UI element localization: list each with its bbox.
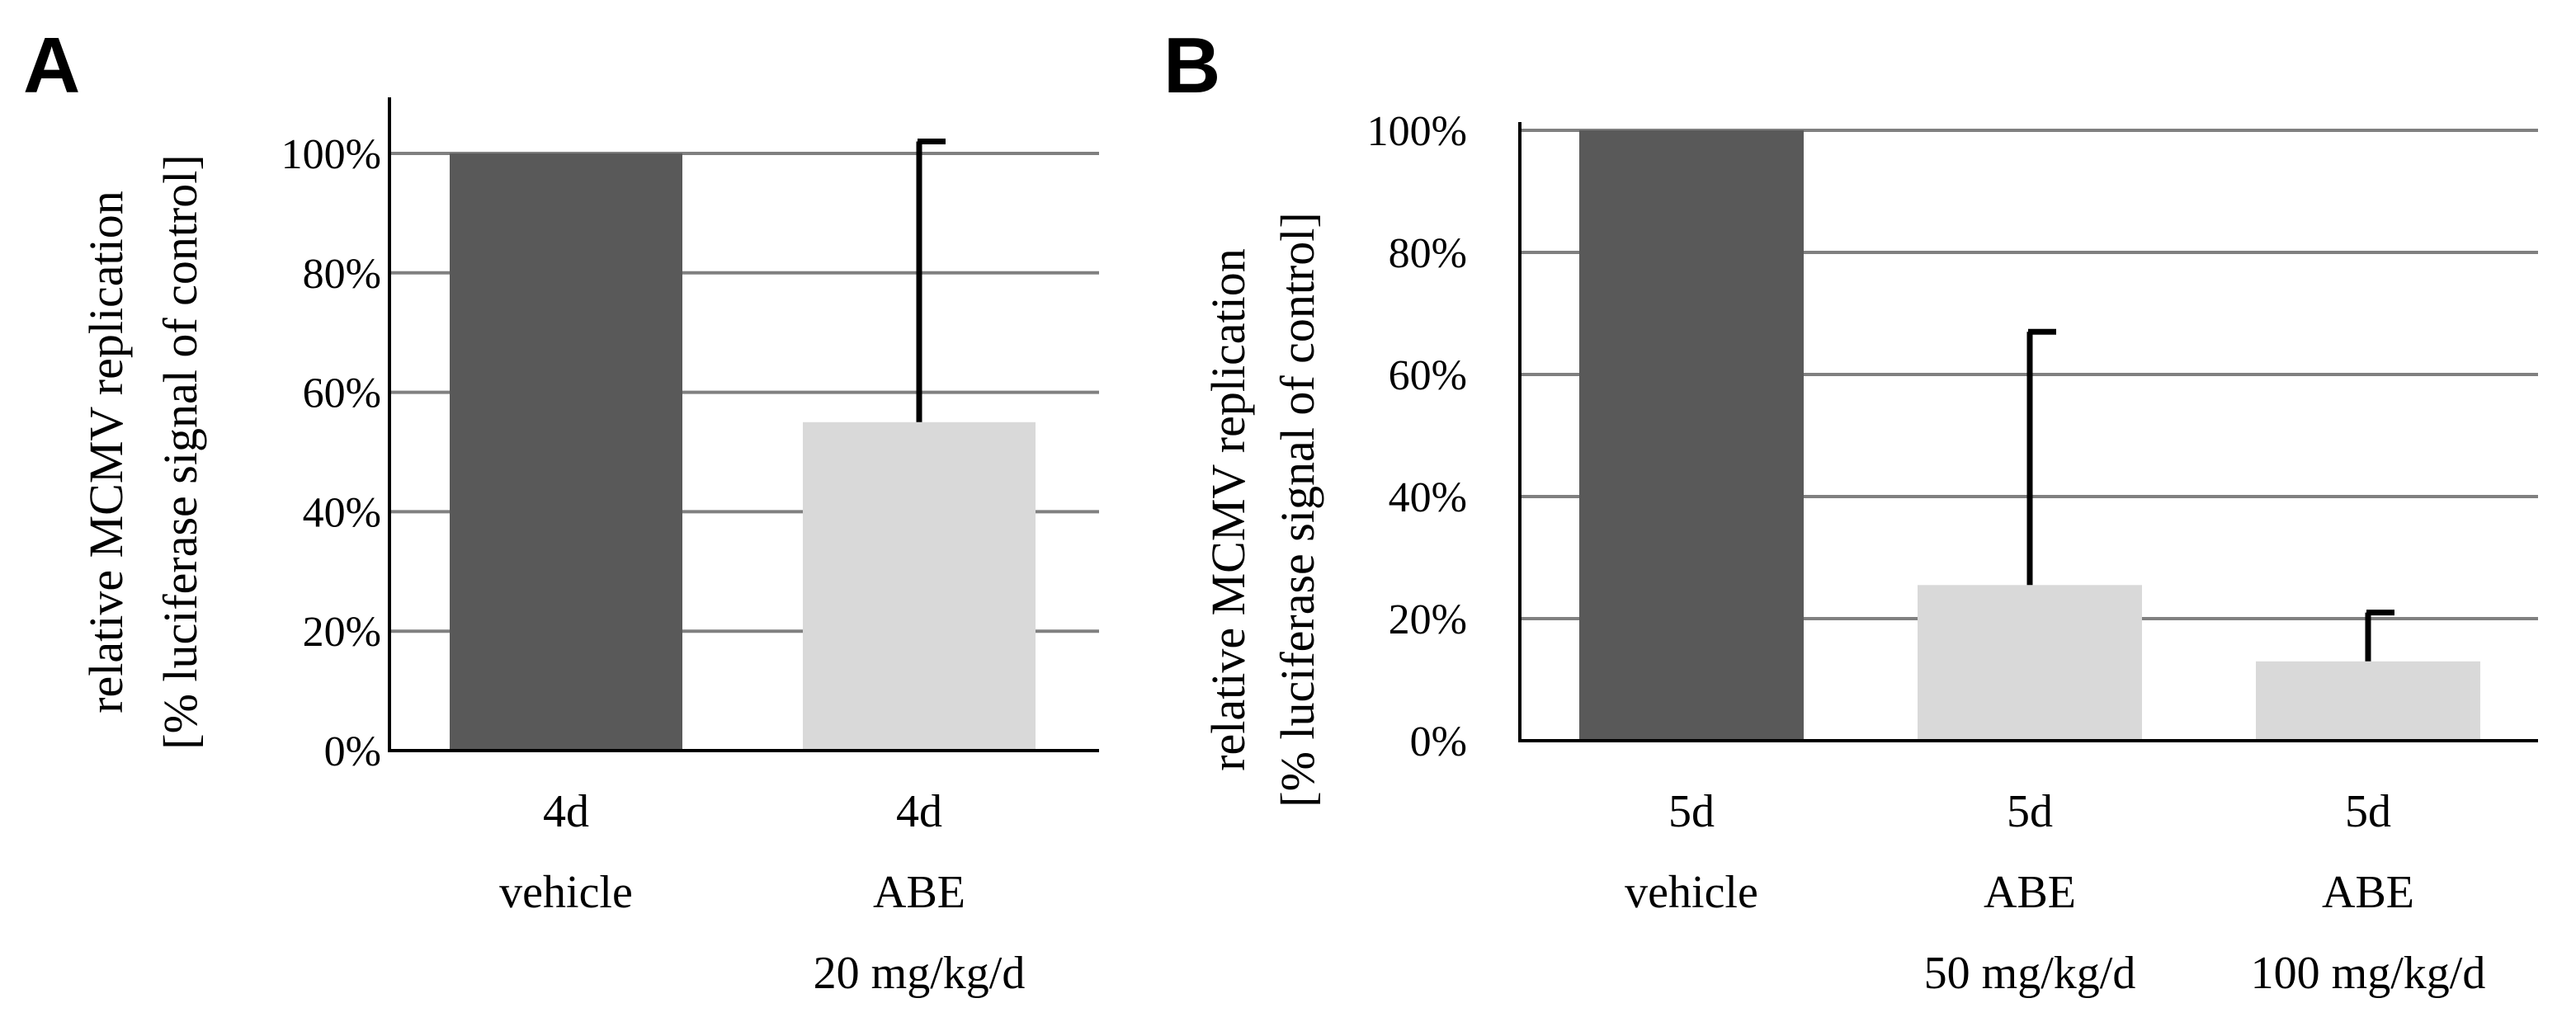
panel-b-ticks: 0% 20% 40% 60% 80% 100% — [1367, 108, 1467, 765]
y-tick-label: 80% — [1389, 230, 1467, 277]
bar — [1579, 130, 1804, 741]
bar — [2256, 661, 2480, 741]
panel-a: A relative MCMV replication [% luciferas… — [23, 21, 1099, 999]
y-tick-label: 100% — [281, 131, 381, 178]
category-label: 5d — [1668, 786, 1715, 837]
category-label: vehicle — [499, 867, 633, 918]
panel-b-errorbars — [2026, 328, 2394, 662]
y-tick-label: 0% — [324, 728, 381, 775]
y-tick-label: 40% — [303, 489, 381, 536]
category-label: 4d — [896, 786, 942, 837]
panel-b-ylabel-line1: relative MCMV replication — [1201, 248, 1255, 771]
panel-a-ylabel-line2: [% luciferase signal of control] — [153, 154, 207, 750]
panel-a-ticks: 0% 20% 40% 60% 80% 100% — [281, 131, 381, 775]
y-tick-label: 100% — [1367, 108, 1467, 155]
panel-b: B relative MCMV replication [% luciferas… — [1163, 21, 2538, 999]
y-tick-label: 40% — [1389, 474, 1467, 521]
y-tick-label: 60% — [1389, 352, 1467, 399]
y-tick-label: 0% — [1410, 718, 1467, 765]
category-label: 5d — [2007, 786, 2053, 837]
y-tick-label: 20% — [1389, 596, 1467, 643]
panel-a-axes — [388, 97, 1099, 752]
category-label: 50 mg/kg/d — [1924, 948, 2136, 999]
panel-a-bars — [450, 153, 1036, 751]
panel-b-axes — [1518, 122, 2538, 742]
category-label: 100 mg/kg/d — [2251, 948, 2486, 999]
category-label: ABE — [2322, 867, 2414, 918]
panel-a-errorbars — [916, 139, 946, 422]
category-label: 4d — [543, 786, 589, 837]
panel-a-ylabel-line1: relative MCMV replication — [79, 191, 133, 713]
category-label: 5d — [2345, 786, 2391, 837]
y-tick-label: 60% — [303, 370, 381, 417]
y-tick-label: 80% — [303, 251, 381, 298]
panel-a-categories: 4d vehicle 4d ABE 20 mg/kg/d — [499, 786, 1025, 999]
category-label: 20 mg/kg/d — [814, 948, 1026, 999]
panel-b-ylabel-line2: [% luciferase signal of control] — [1271, 212, 1324, 808]
category-label: ABE — [873, 867, 965, 918]
y-tick-label: 20% — [303, 609, 381, 656]
bar — [450, 153, 682, 751]
bar — [803, 421, 1036, 751]
panel-b-categories: 5d vehicle 5d ABE 50 mg/kg/d 5d ABE 100 mg/kg/d — [1625, 786, 2485, 999]
bar — [1918, 585, 2142, 741]
category-label: ABE — [1984, 867, 2076, 918]
panel-b-letter: B — [1163, 21, 1220, 110]
panel-a-letter: A — [23, 21, 80, 110]
panel-b-bars — [1579, 130, 2480, 741]
category-label: vehicle — [1625, 867, 1758, 918]
